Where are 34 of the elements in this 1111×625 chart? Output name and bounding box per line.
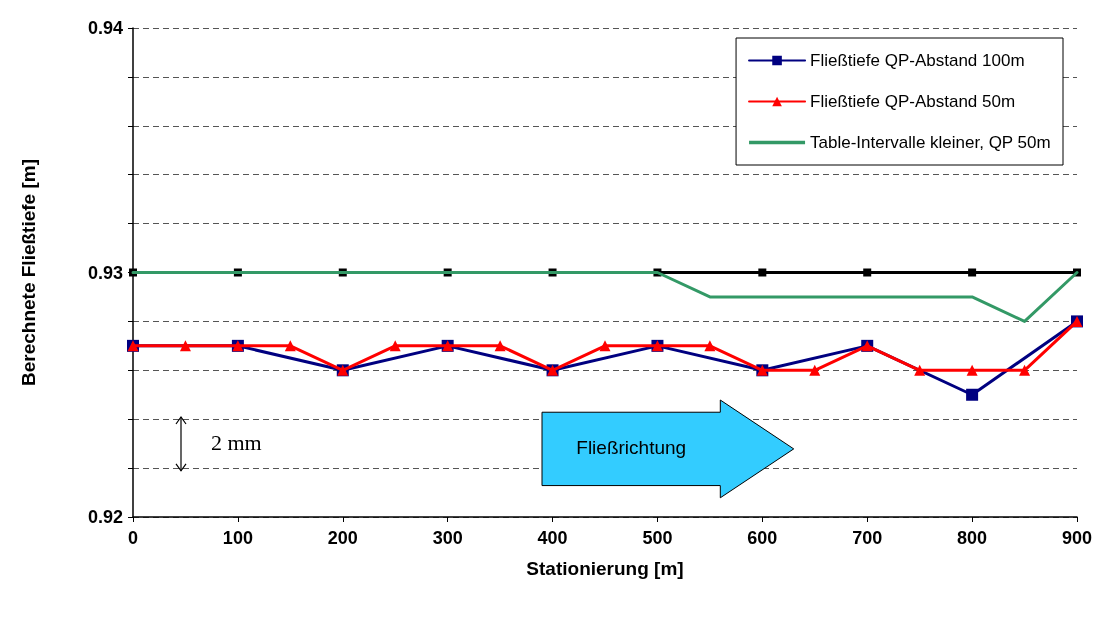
x-tick-label: 0 xyxy=(127,528,139,548)
annotation: 2 mm xyxy=(211,429,262,456)
point xyxy=(389,340,401,352)
point xyxy=(914,364,926,376)
annotation: Fließrichtung xyxy=(575,436,688,459)
x-axis-title: Stationierung [m] xyxy=(526,558,684,579)
point xyxy=(758,268,767,277)
legend-label: Table-Intervalle kleiner, QP 50m xyxy=(810,133,1051,152)
point xyxy=(809,364,821,376)
y-axis-title: Berechnete Fließtiefe [m] xyxy=(18,159,39,386)
point xyxy=(966,388,979,401)
y-tick-label: 0.92 xyxy=(87,507,123,527)
point xyxy=(704,340,716,352)
point xyxy=(1019,364,1031,376)
point xyxy=(968,268,977,277)
x-tick-label: 900 xyxy=(1061,528,1093,548)
x-tick-label: 300 xyxy=(432,528,463,548)
legend-label: Fließtiefe QP-Abstand 100m xyxy=(810,51,1025,70)
x-tick-label: 200 xyxy=(327,528,358,548)
point xyxy=(966,364,978,376)
x-tick-label: 700 xyxy=(852,528,883,548)
y-tick-label: 0.94 xyxy=(87,18,123,38)
x-tick-label: 800 xyxy=(957,528,988,548)
point xyxy=(494,340,506,352)
x-tick-label: 600 xyxy=(747,528,778,548)
legend-label: Fließtiefe QP-Abstand 50m xyxy=(810,92,1016,111)
x-tick-label: 500 xyxy=(642,528,673,548)
point xyxy=(179,340,191,352)
y-tick-label: 0.93 xyxy=(87,262,123,283)
point xyxy=(599,340,611,352)
x-tick-label: 100 xyxy=(222,528,253,548)
point xyxy=(284,340,296,352)
x-tick-label: 400 xyxy=(537,528,568,548)
point xyxy=(863,268,872,277)
